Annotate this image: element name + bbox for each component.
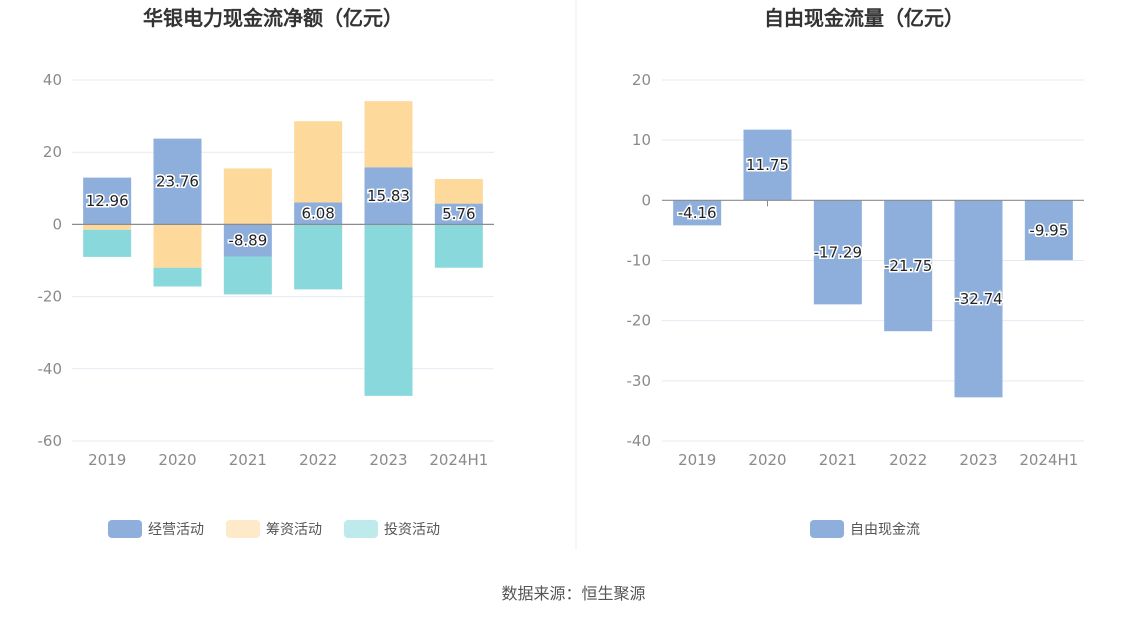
bar bbox=[673, 200, 722, 226]
data-label: -9.95 bbox=[1029, 221, 1068, 239]
x-tick-label: 2022 bbox=[299, 451, 337, 469]
x-tick-label: 2020 bbox=[748, 451, 786, 469]
legend-label: 投资活动 bbox=[384, 522, 440, 538]
bar bbox=[83, 177, 132, 225]
bar bbox=[223, 224, 272, 257]
data-label: -4.16 bbox=[678, 204, 717, 222]
y-tick-label: -20 bbox=[38, 288, 63, 306]
bar bbox=[364, 101, 413, 168]
bar bbox=[954, 200, 1003, 398]
data-label: 23.76 bbox=[156, 173, 199, 191]
chart-title: 自由现金流量（亿元） bbox=[764, 6, 964, 30]
bar bbox=[153, 267, 202, 287]
bar bbox=[364, 167, 413, 225]
source-label: 数据来源：恒生聚源 bbox=[501, 584, 645, 603]
bar bbox=[884, 200, 933, 332]
y-tick-label: 20 bbox=[632, 71, 651, 89]
bar bbox=[153, 224, 202, 268]
bar bbox=[1024, 200, 1073, 261]
y-tick-label: -10 bbox=[627, 252, 652, 270]
x-tick-label: 2019 bbox=[88, 451, 126, 469]
bar bbox=[83, 229, 132, 257]
legend-label: 经营活动 bbox=[148, 522, 204, 538]
x-tick-label: 2021 bbox=[819, 451, 857, 469]
chart-2: 自由现金流量（亿元） 20 10 0 -10 -20 -30 -40 -4.16 11.75 -17… bbox=[627, 6, 1084, 538]
x-tick-label: 2023 bbox=[369, 451, 407, 469]
legend-label: 自由现金流 bbox=[850, 522, 920, 538]
data-label: 6.08 bbox=[301, 204, 334, 222]
y-tick-label: 20 bbox=[43, 143, 62, 161]
data-label: 12.96 bbox=[86, 192, 129, 210]
x-tick-label: 2024H1 bbox=[429, 451, 488, 469]
bar bbox=[294, 202, 343, 225]
bar bbox=[813, 200, 862, 305]
y-tick-label: -40 bbox=[38, 360, 63, 378]
y-tick-label: -40 bbox=[627, 432, 652, 450]
y-tick-label: -30 bbox=[627, 372, 652, 390]
x-tick-label: 2022 bbox=[889, 451, 927, 469]
bar bbox=[153, 138, 202, 225]
bar bbox=[434, 203, 483, 225]
data-label: 5.76 bbox=[442, 205, 475, 223]
data-label: -8.89 bbox=[228, 231, 267, 249]
legend-swatch bbox=[810, 520, 844, 538]
legend-swatch bbox=[108, 520, 142, 538]
bar bbox=[743, 129, 792, 201]
bar bbox=[83, 224, 132, 230]
data-label: 15.83 bbox=[367, 187, 410, 205]
y-tick-label: 40 bbox=[43, 71, 62, 89]
y-tick-label: 0 bbox=[52, 215, 62, 233]
bar bbox=[294, 224, 343, 290]
chart-title: 华银电力现金流净额（亿元） bbox=[143, 6, 403, 30]
data-label: -32.74 bbox=[954, 290, 1002, 308]
bar bbox=[223, 168, 272, 225]
bar bbox=[294, 121, 343, 203]
data-label: -21.75 bbox=[884, 257, 932, 275]
bar bbox=[223, 256, 272, 295]
bar bbox=[434, 179, 483, 204]
x-tick-label: 2024H1 bbox=[1019, 451, 1078, 469]
legend-label: 筹资活动 bbox=[266, 521, 322, 538]
x-tick-label: 2019 bbox=[678, 451, 716, 469]
legend-swatch bbox=[226, 520, 260, 538]
y-tick-label: 0 bbox=[641, 191, 651, 209]
x-tick-label: 2020 bbox=[158, 451, 196, 469]
chart-1: 华银电力现金流净额（亿元） 40 20 0 -20 -40 -60 12.96 23.76 -8.… bbox=[38, 6, 494, 538]
data-label: -17.29 bbox=[814, 243, 862, 261]
x-tick-label: 2021 bbox=[229, 451, 267, 469]
legend-swatch bbox=[344, 520, 378, 538]
bar bbox=[364, 224, 413, 396]
data-label: 11.75 bbox=[746, 156, 789, 174]
x-tick-label: 2023 bbox=[959, 451, 997, 469]
y-tick-label: 10 bbox=[632, 131, 651, 149]
bar bbox=[434, 224, 483, 268]
y-tick-label: -20 bbox=[627, 312, 652, 330]
y-tick-label: -60 bbox=[38, 432, 63, 450]
